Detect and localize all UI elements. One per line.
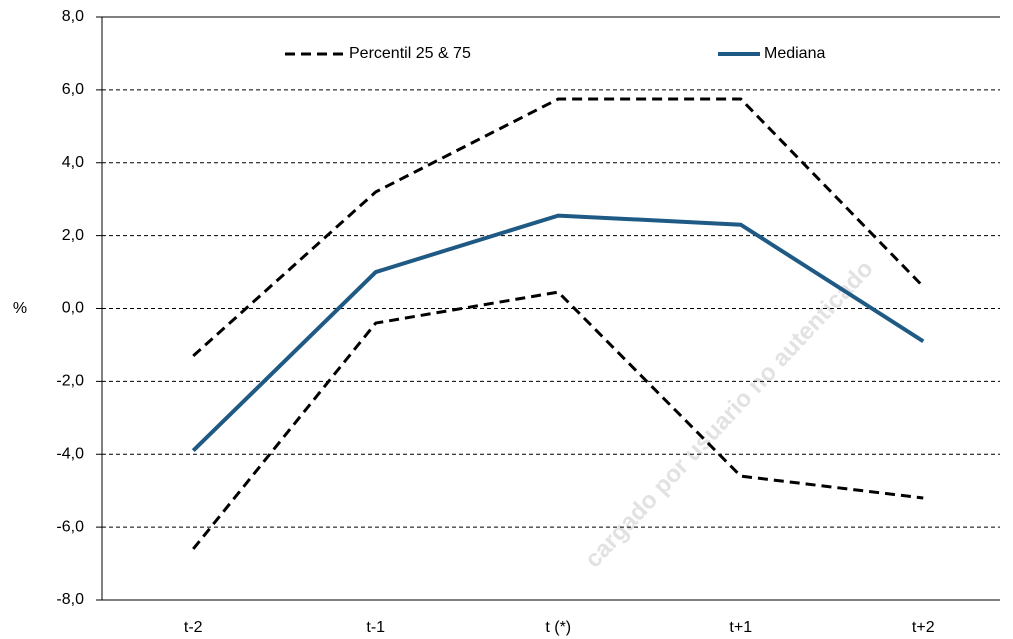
y-tick-label: -4,0 — [56, 445, 84, 462]
series-line — [191, 213, 925, 453]
legend-label: Mediana — [764, 45, 825, 62]
series-line — [192, 290, 924, 550]
y-tick-label: -6,0 — [56, 518, 84, 535]
legend-label: Percentil 25 & 75 — [349, 45, 471, 62]
y-tick-label: 0,0 — [62, 300, 84, 317]
x-tick-label: t+1 — [729, 619, 752, 636]
watermark: cargado por usuario no autenticado — [580, 255, 879, 573]
x-tick-label: t-2 — [184, 619, 203, 636]
y-tick-label: 8,0 — [62, 8, 84, 25]
series-line — [192, 97, 925, 357]
x-tick-label: t+2 — [912, 619, 935, 636]
y-axis-label: % — [13, 300, 27, 317]
x-tick-label: t (*) — [545, 619, 571, 636]
y-tick-label: 6,0 — [62, 81, 84, 98]
y-tick-label: 4,0 — [62, 154, 84, 171]
y-tick-label: -2,0 — [56, 373, 84, 390]
y-tick-label: 2,0 — [62, 227, 84, 244]
x-tick-label: t-1 — [366, 619, 385, 636]
y-tick-label: -8,0 — [56, 591, 84, 608]
